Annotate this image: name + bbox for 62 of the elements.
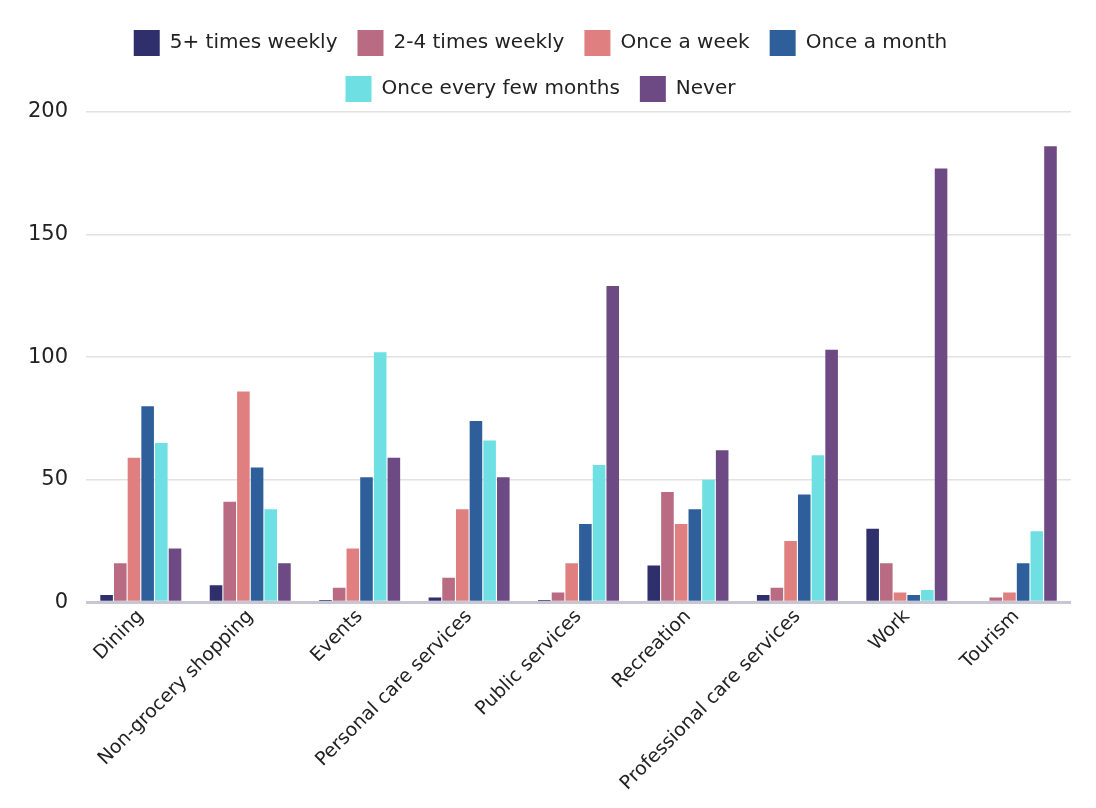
bar — [1044, 146, 1057, 601]
bar — [1016, 563, 1030, 601]
bar — [770, 587, 784, 601]
bar — [579, 523, 592, 601]
legend-label: Once every few months — [381, 75, 620, 100]
bar — [715, 450, 729, 601]
bar — [223, 501, 237, 601]
bar — [989, 597, 1003, 601]
bar — [360, 477, 373, 601]
bar — [346, 548, 360, 601]
bar — [442, 577, 455, 601]
legend-label: Once a month — [805, 29, 948, 54]
bar — [551, 592, 565, 601]
bar — [469, 420, 483, 601]
bar — [661, 492, 674, 601]
bar — [921, 590, 934, 601]
legend-label: Once a week — [620, 29, 751, 54]
bar — [483, 440, 496, 601]
bar — [907, 595, 920, 601]
y-tick-label: 150 — [27, 221, 69, 246]
bar — [825, 349, 838, 601]
bar — [811, 455, 825, 601]
y-tick-label: 50 — [41, 466, 69, 491]
bar — [497, 477, 510, 601]
bar — [880, 563, 893, 601]
bar — [797, 494, 811, 601]
bar — [100, 595, 113, 601]
legend-label: Never — [675, 75, 737, 100]
bar — [250, 467, 264, 601]
bar — [428, 597, 442, 601]
bar — [893, 592, 907, 601]
bar — [565, 563, 578, 601]
bar — [113, 563, 127, 601]
bar — [155, 442, 168, 601]
bar — [606, 286, 620, 601]
bar — [278, 563, 291, 601]
bar — [934, 168, 948, 601]
bar — [1003, 592, 1016, 601]
bar — [647, 565, 661, 601]
bar — [1030, 531, 1044, 601]
y-tick-label: 0 — [54, 588, 69, 613]
bar — [141, 406, 154, 601]
bar — [455, 509, 469, 601]
bar — [127, 457, 141, 601]
bar — [688, 509, 702, 601]
bar — [674, 523, 688, 601]
y-tick-label: 100 — [27, 343, 69, 368]
bar — [702, 479, 715, 601]
legend-label: 5+ times weekly — [169, 29, 338, 54]
bar — [168, 548, 182, 601]
bar — [373, 352, 387, 601]
bar — [387, 457, 401, 601]
y-tick-label: 200 — [27, 98, 69, 123]
bar — [237, 391, 250, 601]
bar — [756, 595, 770, 601]
bar — [332, 587, 346, 601]
bar — [592, 465, 606, 601]
bar — [866, 528, 879, 601]
bar — [209, 585, 223, 601]
legend-label: 2-4 times weekly — [393, 29, 565, 54]
bar — [264, 509, 278, 601]
bar — [784, 541, 797, 601]
